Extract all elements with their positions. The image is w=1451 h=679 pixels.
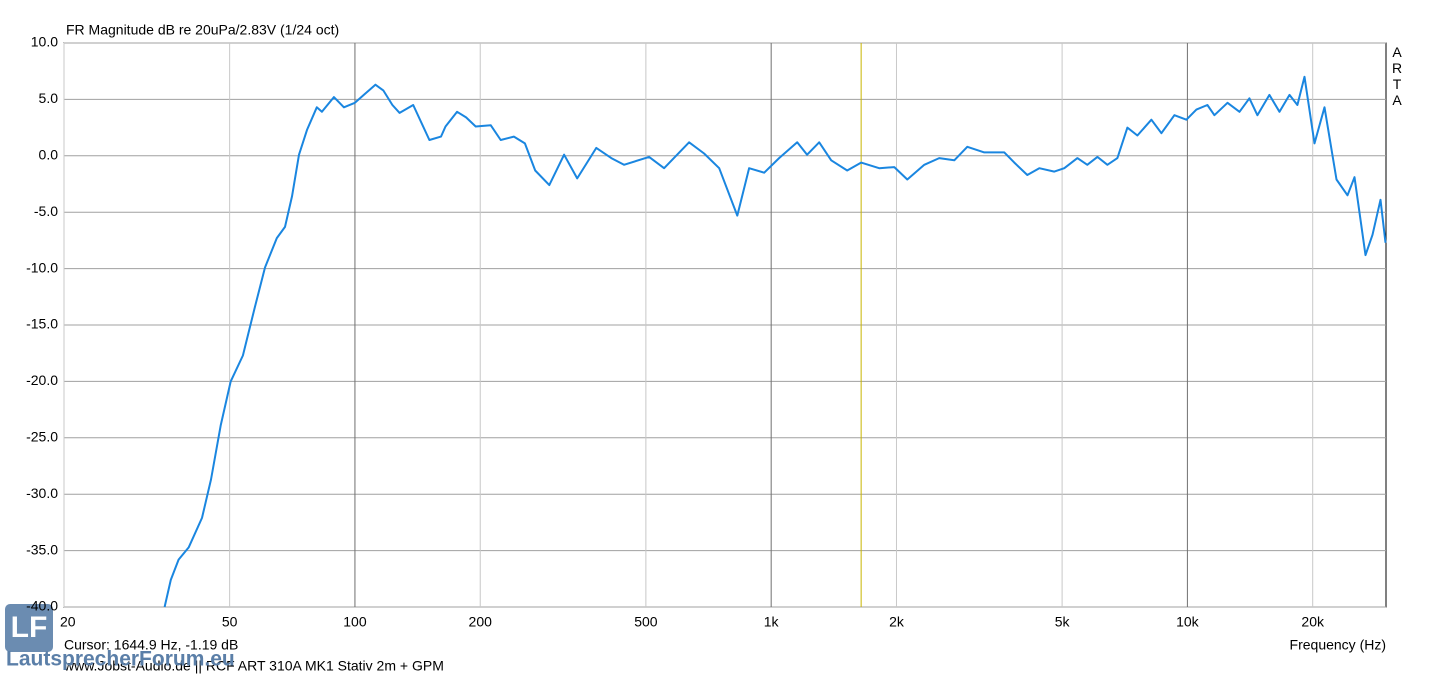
x-tick-label: 10k bbox=[1176, 614, 1200, 630]
x-tick-label: 50 bbox=[222, 614, 238, 630]
cursor-readout: Cursor: 1644.9 Hz, -1.19 dB bbox=[64, 637, 238, 653]
x-tick-label: 1k bbox=[764, 614, 780, 630]
y-tick-label: -35.0 bbox=[26, 541, 58, 557]
y-tick-label: -15.0 bbox=[26, 316, 58, 332]
y-tick-label: -5.0 bbox=[34, 203, 58, 219]
y-tick-label: -20.0 bbox=[26, 372, 58, 388]
logo-box bbox=[5, 604, 53, 652]
x-tick-label: 20 bbox=[60, 614, 76, 630]
x-tick-label: 500 bbox=[634, 614, 658, 630]
y-tick-label: -40.0 bbox=[26, 598, 58, 614]
watermark: LautsprecherForum.eu bbox=[6, 648, 235, 671]
x-tick-label: 100 bbox=[343, 614, 367, 630]
y-tick-label: 5.0 bbox=[39, 90, 59, 106]
side-label: ARTA bbox=[1389, 44, 1405, 108]
x-tick-label: 20k bbox=[1301, 614, 1325, 630]
y-tick-label: 0.0 bbox=[39, 147, 59, 163]
x-axis-label: Frequency (Hz) bbox=[1290, 637, 1386, 653]
y-tick-label: 10.0 bbox=[31, 34, 58, 50]
footer: www.Jobst-Audio.de || RCF ART 310A MK1 S… bbox=[63, 658, 444, 674]
series-line bbox=[163, 75, 1387, 608]
y-tick-label: -30.0 bbox=[26, 485, 58, 501]
y-tick-label: -25.0 bbox=[26, 429, 58, 445]
logo-text: LF bbox=[11, 611, 48, 644]
x-tick-label: 200 bbox=[469, 614, 493, 630]
y-tick-label: -10.0 bbox=[26, 259, 58, 275]
x-tick-label: 5k bbox=[1055, 614, 1071, 630]
chart-title: FR Magnitude dB re 20uPa/2.83V (1/24 oct… bbox=[66, 22, 339, 38]
x-tick-label: 2k bbox=[889, 614, 905, 630]
